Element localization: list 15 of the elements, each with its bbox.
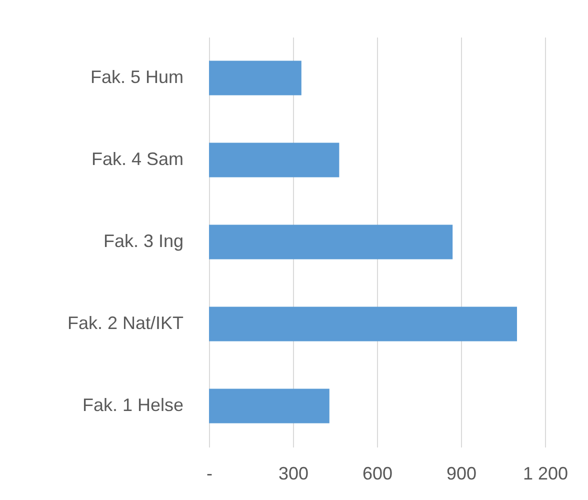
bar — [209, 224, 453, 260]
y-tick-label: Fak. 3 Ing — [103, 231, 184, 251]
y-tick-label: Fak. 2 Nat/IKT — [67, 313, 184, 333]
y-tick-label: Fak. 5 Hum — [90, 67, 184, 87]
bar — [209, 306, 517, 342]
x-tick-label: 300 — [278, 464, 309, 484]
bar — [209, 60, 302, 96]
bar — [209, 388, 330, 424]
x-tick-label: 900 — [446, 464, 477, 484]
x-tick-label: - — [206, 464, 212, 484]
y-tick-label: Fak. 4 Sam — [91, 149, 184, 169]
x-tick-label: 1 200 — [522, 464, 568, 484]
y-tick-label: Fak. 1 Helse — [82, 395, 184, 415]
x-tick-label: 600 — [362, 464, 393, 484]
bar — [209, 142, 340, 178]
